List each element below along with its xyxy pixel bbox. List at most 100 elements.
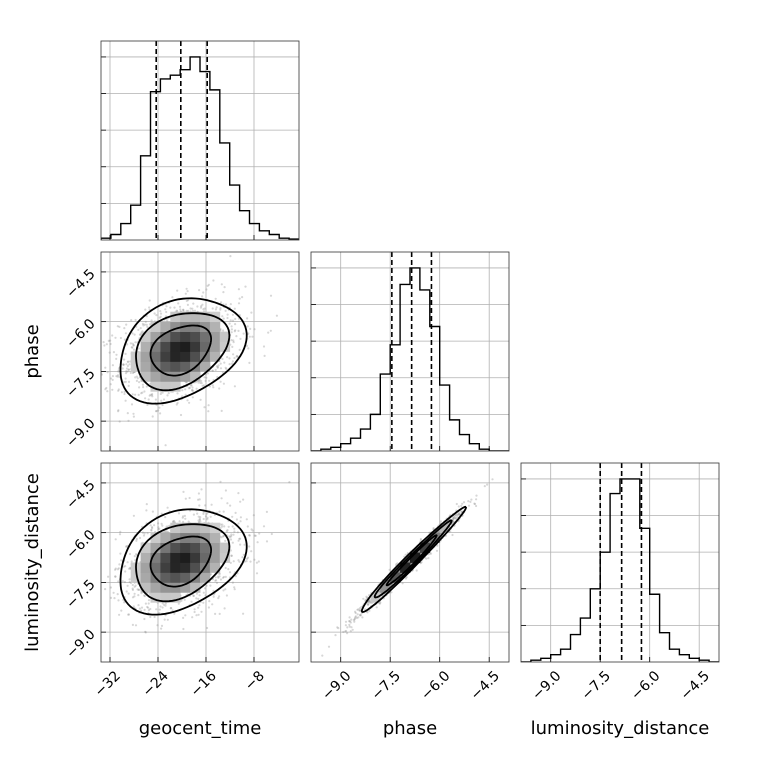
sample-point [202,517,205,521]
sample-point [214,368,217,371]
sample-point [239,500,242,503]
sample-point [127,384,130,387]
sample-point [153,615,156,619]
sample-point [188,386,191,389]
panel-frame [310,251,510,452]
sample-point [140,609,143,612]
sample-point [187,387,191,390]
sample-point [208,600,211,603]
density-cell [190,331,201,342]
sample-point [224,566,227,570]
sample-point [143,608,146,612]
sample-point [127,368,130,371]
sample-point [405,576,408,579]
sample-point [224,366,227,369]
sample-point [197,519,200,522]
density-cell [140,572,151,583]
y-tick-label: −9.0 [63,626,98,661]
sample-point [367,600,370,603]
sample-point [230,534,233,538]
sample-point [197,492,200,495]
sample-point [224,303,228,306]
density-cell [180,351,191,362]
sample-point [117,388,120,391]
sample-point [148,394,151,397]
sample-point [229,319,232,322]
density-cell [190,552,201,563]
sample-point [219,307,222,310]
sample-point [143,390,146,393]
sample-point [199,381,202,384]
sample-point [207,404,210,407]
sample-point [140,606,144,609]
sample-point [129,371,132,374]
sample-point [452,520,455,524]
sample-point [189,384,192,387]
sample-point [461,502,464,505]
sample-point [148,299,151,302]
sample-point [151,527,154,530]
sample-point [192,302,195,305]
sample-point [163,618,166,621]
sample-point [118,325,121,328]
sample-point [228,363,231,366]
sample-point [124,565,127,568]
sample-point [458,511,461,514]
sample-point [199,520,202,523]
sample-point [219,367,223,370]
sample-point [197,597,200,601]
contour-level-2 [119,508,248,616]
sample-point [222,291,225,294]
sample-point [169,306,172,309]
sample-point [126,364,129,368]
sample-point [159,605,162,608]
contour-level-2 [119,297,248,405]
y-tick-label: −4.5 [63,477,98,512]
sample-point [336,626,339,629]
sample-point [247,332,250,335]
contour-level-0 [149,324,213,377]
sample-point [216,375,219,379]
sample-point [239,537,242,540]
density-cell [190,582,201,593]
sample-point [462,501,466,504]
density-cell [170,572,181,583]
sample-point [104,388,107,391]
sample-point [198,498,201,501]
density-cell [170,341,181,352]
sample-point [396,562,399,565]
sample-point [198,518,201,521]
sample-point [149,615,152,619]
sample-point [357,608,360,611]
sample-point [114,567,117,570]
sample-point [233,588,236,591]
sample-point [134,624,138,627]
sample-point [166,319,169,322]
sample-point [184,517,187,520]
panel-phase-vs-geocent_time [100,251,300,452]
sample-point [181,516,184,519]
sample-point [160,512,163,515]
sample-point [197,381,200,384]
sample-point [196,305,199,308]
sample-point [117,370,120,373]
sample-point [103,344,106,347]
density-cell [209,321,221,332]
sample-point [112,591,115,594]
sample-point [162,398,166,401]
sample-point [475,494,478,497]
sample-point [204,504,207,507]
density-cell [180,371,191,382]
sample-point [128,578,131,581]
sample-point [222,589,225,592]
sample-point [215,579,218,582]
sample-point [221,523,224,526]
sample-point [275,314,278,317]
density-cell [160,532,171,543]
sample-point [139,536,142,540]
sample-point [457,513,460,516]
density-cell [219,331,231,342]
sample-point [175,403,178,406]
density-cell [150,532,161,543]
density-cell [140,371,151,382]
